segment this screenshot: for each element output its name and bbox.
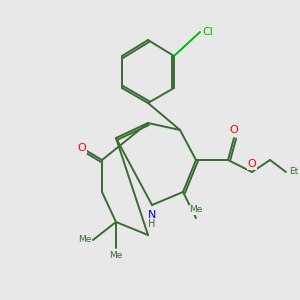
Text: Cl: Cl bbox=[202, 27, 213, 37]
Text: O: O bbox=[78, 143, 86, 153]
Text: H: H bbox=[148, 219, 156, 229]
Text: Me: Me bbox=[109, 251, 123, 260]
Text: N: N bbox=[148, 210, 156, 220]
Text: O: O bbox=[230, 125, 238, 135]
Text: Me: Me bbox=[78, 236, 92, 244]
Text: O: O bbox=[248, 159, 256, 169]
Text: Et: Et bbox=[290, 167, 298, 176]
Text: Me: Me bbox=[189, 206, 203, 214]
